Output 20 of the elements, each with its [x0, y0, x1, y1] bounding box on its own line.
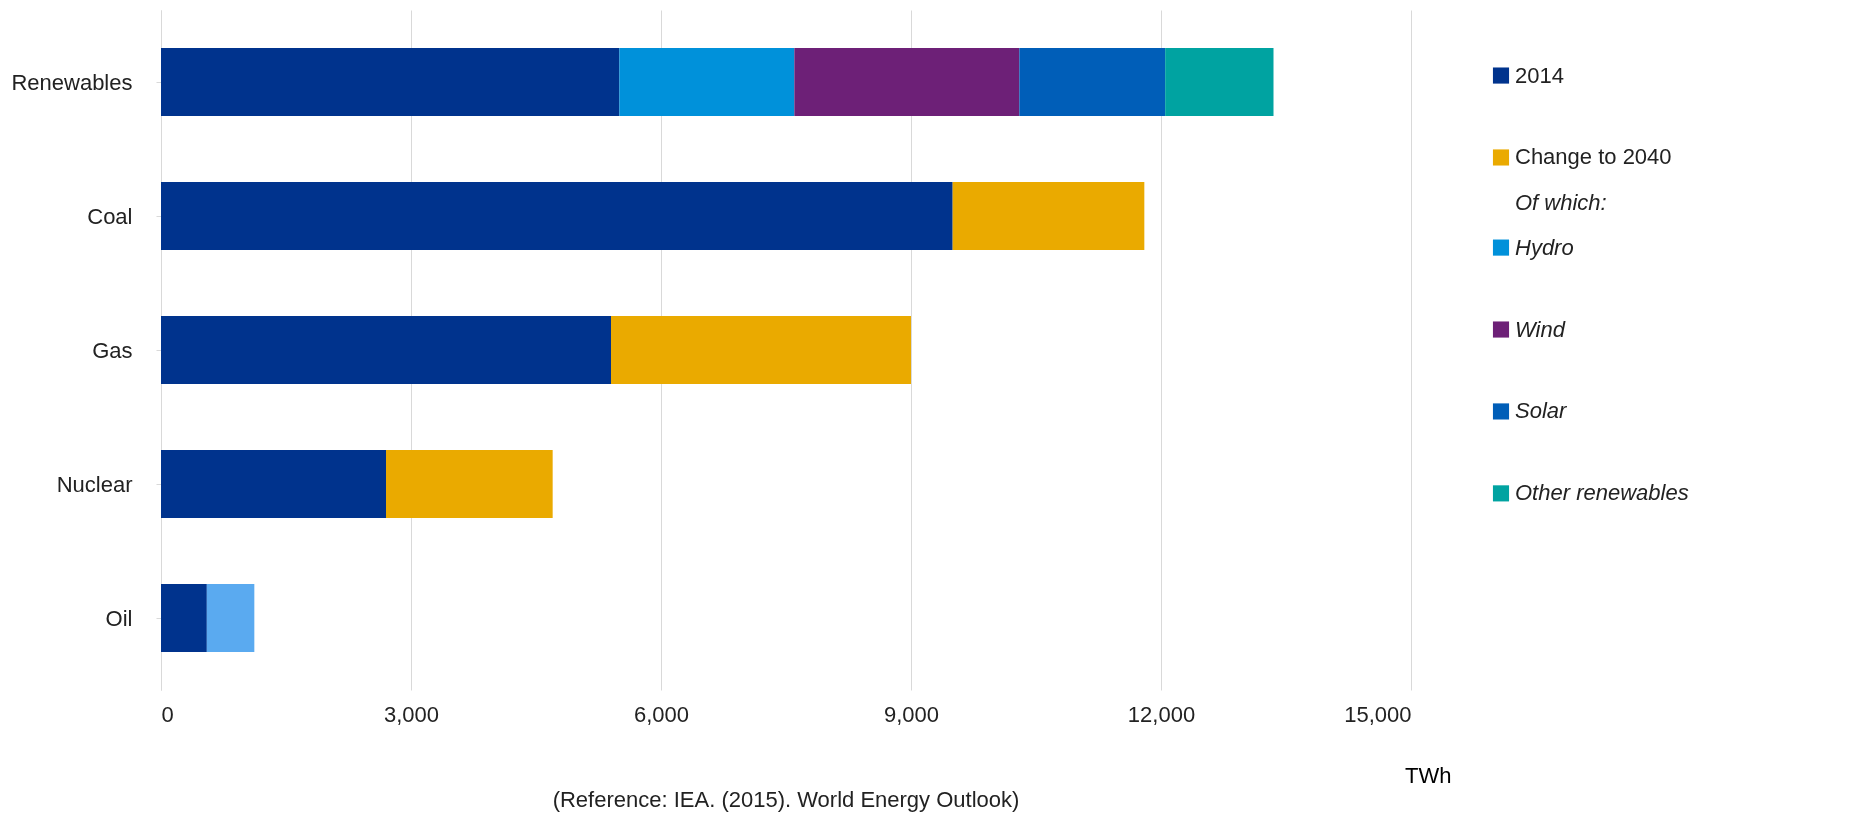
x-axis-title: TWh	[1405, 762, 1452, 788]
y-tick-label: Oil	[105, 605, 133, 631]
legend-label: Change to 2040	[1515, 144, 1672, 170]
x-tick-label: 15,000	[1344, 701, 1412, 727]
y-tick-label: Nuclear	[56, 471, 133, 497]
y-tick-label: Coal	[87, 203, 133, 229]
text: Of which:	[1515, 189, 1607, 215]
x-tick-label: 0	[161, 701, 174, 727]
legend-label: Hydro	[1515, 234, 1574, 260]
x-tick-label: 6,000	[633, 701, 690, 727]
x-tick-label: 3,000	[383, 701, 440, 727]
legend-label: Wind	[1515, 316, 1566, 342]
y-tick-label: Gas	[92, 337, 133, 363]
legend-label: 2014	[1515, 62, 1564, 88]
legend-label: Solar	[1515, 398, 1569, 424]
text: (Reference: IEA. (2015). World Energy Outlook)	[552, 787, 1020, 812]
y-tick-label: Renewables	[11, 69, 133, 95]
x-tick-label: 9,000	[883, 701, 940, 727]
x-tick-label: 12,000	[1127, 701, 1196, 727]
legend-label: Other renewables	[1515, 480, 1689, 506]
